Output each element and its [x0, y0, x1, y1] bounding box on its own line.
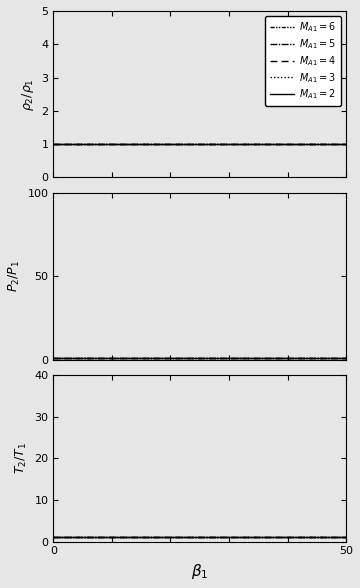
Y-axis label: $\rho_2/\rho_1$: $\rho_2/\rho_1$ [20, 78, 36, 111]
Y-axis label: $P_2/P_1$: $P_2/P_1$ [7, 260, 22, 292]
Y-axis label: $T_2/T_1$: $T_2/T_1$ [14, 442, 29, 475]
Legend: $M_{A1}=6$, $M_{A1}=5$, $M_{A1}=4$, $M_{A1}=3$, $M_{A1}=2$: $M_{A1}=6$, $M_{A1}=5$, $M_{A1}=4$, $M_{… [265, 16, 341, 106]
X-axis label: $\beta_1$: $\beta_1$ [191, 562, 208, 581]
